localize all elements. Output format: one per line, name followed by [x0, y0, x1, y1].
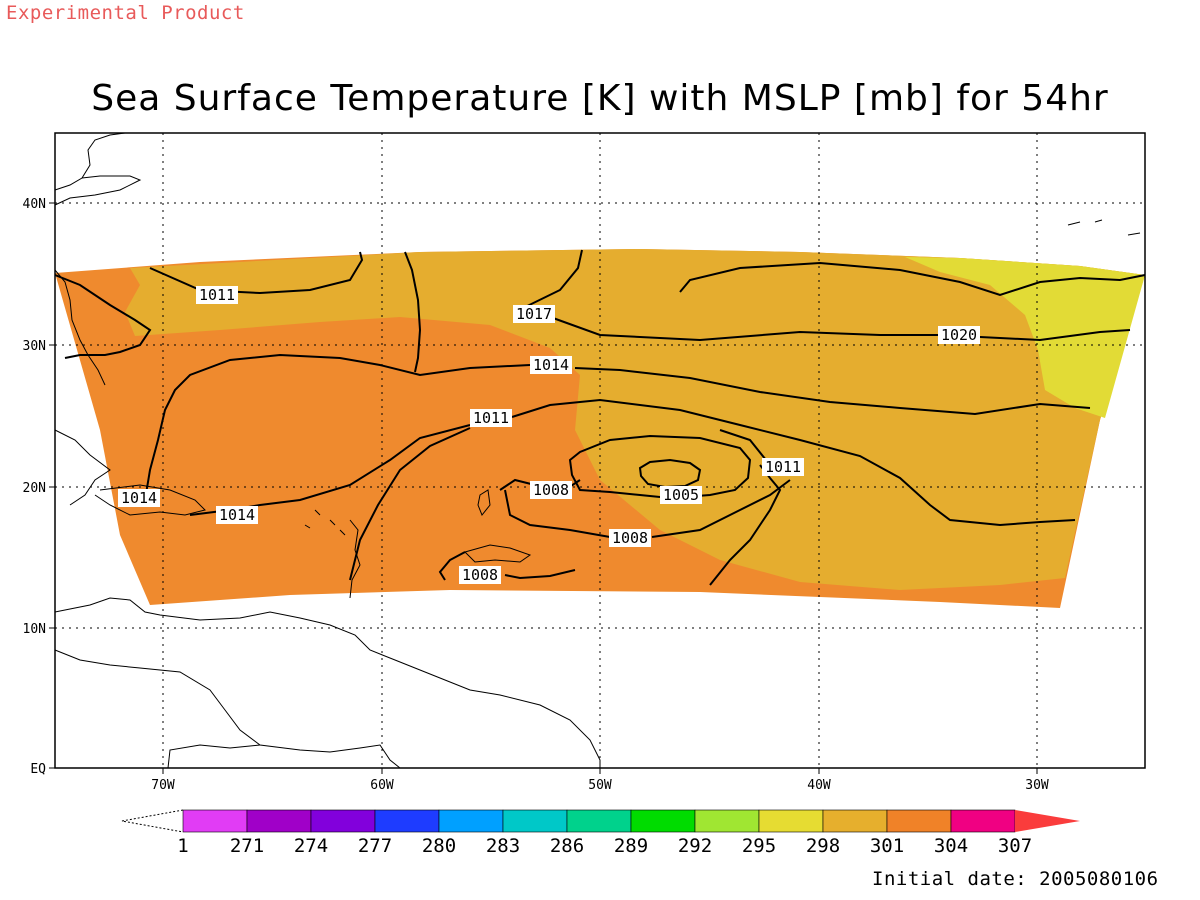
- isobar-label: 1008: [609, 529, 651, 547]
- colorbar-swatch: [694, 809, 760, 833]
- colorbar-swatch: [630, 809, 696, 833]
- colorbar-label: 298: [806, 835, 840, 857]
- colorbar-swatch: [374, 809, 440, 833]
- colorbar-under-arrow: [121, 809, 184, 833]
- lat-label: 40N: [23, 197, 46, 212]
- colorbar-label: 271: [230, 835, 264, 857]
- isobar-label: 1014: [118, 489, 160, 507]
- colorbar-swatch: [246, 809, 312, 833]
- graticule: [55, 133, 1145, 768]
- lat-label: 30N: [23, 339, 46, 354]
- lat-label: 20N: [23, 481, 46, 496]
- colorbar-label: 1: [177, 835, 188, 857]
- isobar-label: 1020: [938, 326, 980, 344]
- isobar-label-text: 1020: [941, 326, 977, 344]
- colorbar-swatch: [758, 809, 824, 833]
- isobar-label-text: 1008: [462, 566, 498, 584]
- isobar-label: 1008: [530, 481, 572, 499]
- isobar-label-text: 1014: [533, 356, 569, 374]
- lat-label: 10N: [23, 622, 46, 637]
- experimental-product-label: Experimental Product: [6, 2, 245, 24]
- axis-ticks: [49, 202, 1038, 774]
- colorbar-swatch: [886, 809, 952, 833]
- isobar-label-text: 1011: [199, 286, 235, 304]
- lat-label: EQ: [30, 762, 46, 777]
- longitude-labels: 70W 60W 50W 40W 30W: [151, 778, 1049, 793]
- colorbar-swatch: [822, 809, 888, 833]
- colorbar-label: 289: [614, 835, 648, 857]
- isobar-label-text: 1008: [612, 529, 648, 547]
- colorbar-label: 274: [294, 835, 328, 857]
- colorbar-swatch: [950, 809, 1016, 833]
- isobar-label: 1014: [530, 356, 572, 374]
- isobar-label-text: 1014: [219, 506, 255, 524]
- isobar-label-text: 1011: [473, 409, 509, 427]
- lon-label: 70W: [151, 778, 175, 793]
- initial-date-label: Initial date: 2005080106: [872, 868, 1159, 890]
- isobar-label: 1017: [513, 305, 555, 323]
- isobar-label-text: 1014: [121, 489, 157, 507]
- colorbar-label: 304: [934, 835, 968, 857]
- colorbar-over-arrow: [1015, 810, 1080, 832]
- colorbar-swatch: [502, 809, 568, 833]
- colorbar-label: 283: [486, 835, 520, 857]
- lon-label: 60W: [370, 778, 394, 793]
- isobar-label: 1011: [470, 409, 512, 427]
- colorbar-label: 280: [422, 835, 456, 857]
- isobar-label-text: 1017: [516, 305, 552, 323]
- colorbar: 1 271 274 277 280 283 286 289 292 295 298 301 304 307: [121, 809, 1080, 857]
- isobar-label-text: 1008: [533, 481, 569, 499]
- lon-label: 50W: [588, 778, 612, 793]
- latitude-labels: 40N 30N 20N 10N EQ: [23, 197, 47, 777]
- isobar-label-text: 1011: [765, 458, 801, 476]
- colorbar-swatch: [310, 809, 376, 833]
- colorbar-label: 295: [742, 835, 776, 857]
- sst-field-yellow: [905, 257, 1145, 418]
- colorbar-swatch: [438, 809, 504, 833]
- isobar-label: 1011: [196, 286, 238, 304]
- colorbar-swatch: [182, 809, 248, 833]
- lon-label: 40W: [807, 778, 831, 793]
- isobar-labels: 1011 1017 1020 1014 1011 1011 1014 1014 …: [118, 286, 980, 584]
- colorbar-label: 286: [550, 835, 584, 857]
- isobar-label: 1014: [216, 506, 258, 524]
- lon-label: 30W: [1025, 778, 1049, 793]
- isobar-label: 1005: [660, 486, 702, 504]
- isobar-label: 1011: [762, 458, 804, 476]
- colorbar-label: 292: [678, 835, 712, 857]
- colorbar-label: 277: [358, 835, 392, 857]
- coastlines: [54, 132, 1141, 769]
- colorbar-label: 301: [870, 835, 904, 857]
- isobar-label: 1008: [459, 566, 501, 584]
- map-title: Sea Surface Temperature [K] with MSLP [m…: [91, 78, 1109, 119]
- colorbar-label: 307: [998, 835, 1032, 857]
- colorbar-swatch: [566, 809, 632, 833]
- isobar-label-text: 1005: [663, 486, 699, 504]
